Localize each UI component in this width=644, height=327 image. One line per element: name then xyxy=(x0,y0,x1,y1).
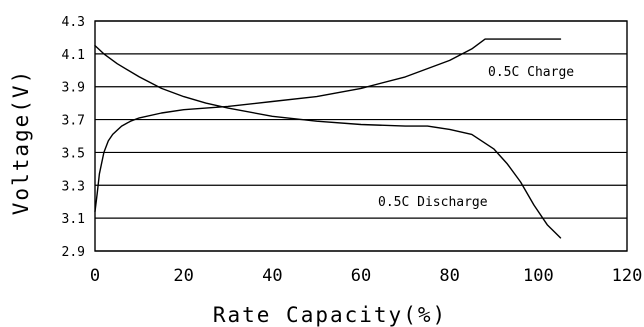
series-line-charge xyxy=(94,38,562,213)
y-tick-label: 2.9 xyxy=(62,245,85,260)
y-tick-label: 3.5 xyxy=(62,146,85,161)
x-tick-labels: 0 20 40 60 80 100 120 xyxy=(90,266,642,286)
x-axis-title: Rate Capacity(%) xyxy=(213,303,447,327)
y-tick-label: 3.3 xyxy=(62,179,85,194)
plot-frame xyxy=(94,20,628,252)
y-tick-label: 3.9 xyxy=(62,81,85,96)
series-label-discharge: 0.5C Discharge xyxy=(378,195,488,210)
x-tick-label: 20 xyxy=(173,266,193,286)
y-tick-label: 3.7 xyxy=(62,114,85,129)
y-tick-label: 3.1 xyxy=(62,212,85,227)
x-tick-label: 100 xyxy=(523,266,554,286)
series-label-charge: 0.5C Charge xyxy=(488,65,574,80)
series-line-discharge xyxy=(94,44,562,239)
y-tick-labels: 4.3 4.1 3.9 3.7 3.5 3.3 3.1 2.9 xyxy=(62,15,85,260)
grid xyxy=(94,20,628,252)
y-axis-title: Voltage(V) xyxy=(9,69,33,215)
x-tick-label: 120 xyxy=(612,266,643,286)
x-tick-label: 0 xyxy=(90,266,100,286)
x-tick-label: 80 xyxy=(439,266,459,286)
y-tick-label: 4.3 xyxy=(62,15,85,30)
series-lines xyxy=(94,38,562,239)
x-tick-label: 40 xyxy=(262,266,282,286)
x-tick-label: 60 xyxy=(351,266,371,286)
y-tick-label: 4.1 xyxy=(62,48,85,63)
